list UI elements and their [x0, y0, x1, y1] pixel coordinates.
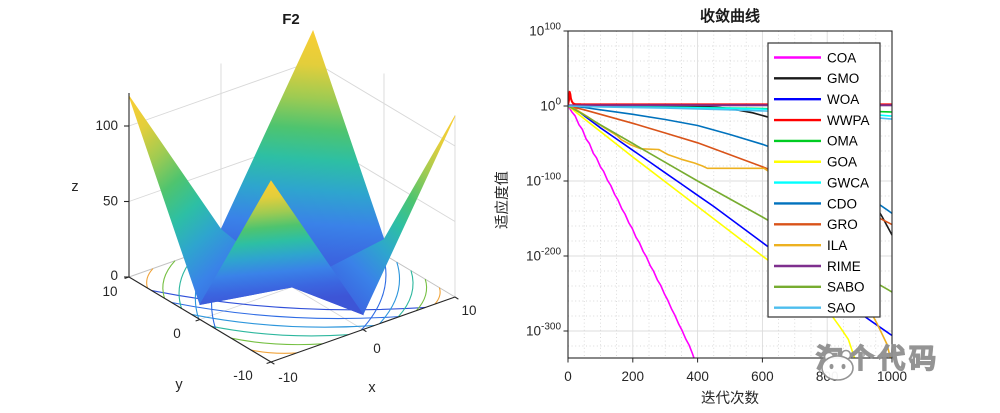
legend-label-SAO: SAO — [827, 301, 856, 316]
surface-sail-front — [199, 180, 365, 316]
y-tick-label: 10-300 — [526, 322, 561, 339]
floor-contour — [250, 349, 297, 354]
x-tick-label: -10 — [278, 370, 298, 385]
floor-contour — [379, 261, 400, 324]
floor-contour — [434, 287, 441, 305]
legend-label-ILA: ILA — [827, 238, 847, 253]
axes-box — [567, 30, 893, 359]
legend-label-GMO: GMO — [827, 71, 859, 86]
legend-label-OMA: OMA — [827, 134, 858, 149]
surface-ylabel: y — [175, 377, 183, 393]
surface-floor-contours — [146, 236, 441, 354]
x-tick-label: 200 — [622, 369, 645, 384]
x-tick-label: 0 — [373, 341, 381, 356]
floor-contour — [211, 325, 349, 337]
y-tick-label: 10-100 — [526, 172, 561, 189]
y-tick-label: 0 — [173, 326, 181, 341]
floor-contour — [397, 270, 414, 318]
surface-zlabel: z — [71, 179, 78, 195]
y-tick-labels: 10100 100 10-100 10-200 10-300 — [526, 22, 561, 339]
legend-box — [767, 42, 881, 318]
y-tick-label: 10-200 — [526, 247, 561, 264]
floor-contour — [146, 268, 154, 289]
convergence-ylabel: 适应度值 — [493, 171, 511, 229]
convergence-xlabel: 迭代次数 — [701, 390, 759, 407]
y-tick-label: -10 — [233, 368, 253, 383]
x-tick-label: 10 — [461, 303, 476, 318]
convergence-title: 收敛曲线 — [700, 7, 760, 25]
surface-xlabel: x — [368, 380, 376, 396]
z-tick-label: 0 — [110, 268, 118, 283]
curve-COA — [568, 104, 695, 358]
floor-contour — [415, 278, 428, 311]
legend-label-SABO: SABO — [827, 280, 865, 295]
z-tick-label: 50 — [103, 194, 118, 209]
legend-entries: COA GMO WOA WWPA OMA GOA GWCA CDO GRO ILA RIME SABO… — [774, 50, 870, 316]
y-tick-label: 10 — [102, 284, 117, 299]
x-tick-label: 800 — [816, 369, 839, 384]
x-tick-label: 1000 — [877, 369, 907, 384]
floor-contour — [162, 260, 176, 299]
z-tick-label: 100 — [95, 118, 118, 133]
curve-GOA — [568, 105, 856, 358]
surface-sails — [128, 29, 456, 316]
legend-label-RIME: RIME — [827, 259, 861, 274]
legend-label-CDO: CDO — [827, 196, 857, 211]
legend-label-WWPA: WWPA — [827, 113, 870, 128]
floor-contour — [151, 290, 426, 311]
y-tick-label: 10100 — [529, 22, 561, 39]
floor-contour — [171, 301, 400, 320]
x-tick-label: 400 — [686, 369, 709, 384]
x-tick-label: 600 — [751, 369, 774, 384]
legend-label-COA: COA — [827, 50, 856, 65]
x-tick-label: 0 — [564, 369, 572, 384]
y-tick-label: 100 — [540, 97, 561, 114]
legend-label-GRO: GRO — [827, 217, 858, 232]
legend-label-GOA: GOA — [827, 155, 857, 170]
legend-label-GWCA: GWCA — [827, 175, 869, 190]
legend-label-WOA: WOA — [827, 92, 859, 107]
convergence-plot: 0 200 400 600 800 1000 1010010010-10010-20010… — [493, 7, 907, 407]
x-tick-labels: 0 200 400 600 800 1000 — [564, 369, 907, 384]
floor-contour — [231, 337, 323, 346]
surface-axes — [124, 93, 459, 365]
surface-title: F2 — [282, 11, 300, 28]
